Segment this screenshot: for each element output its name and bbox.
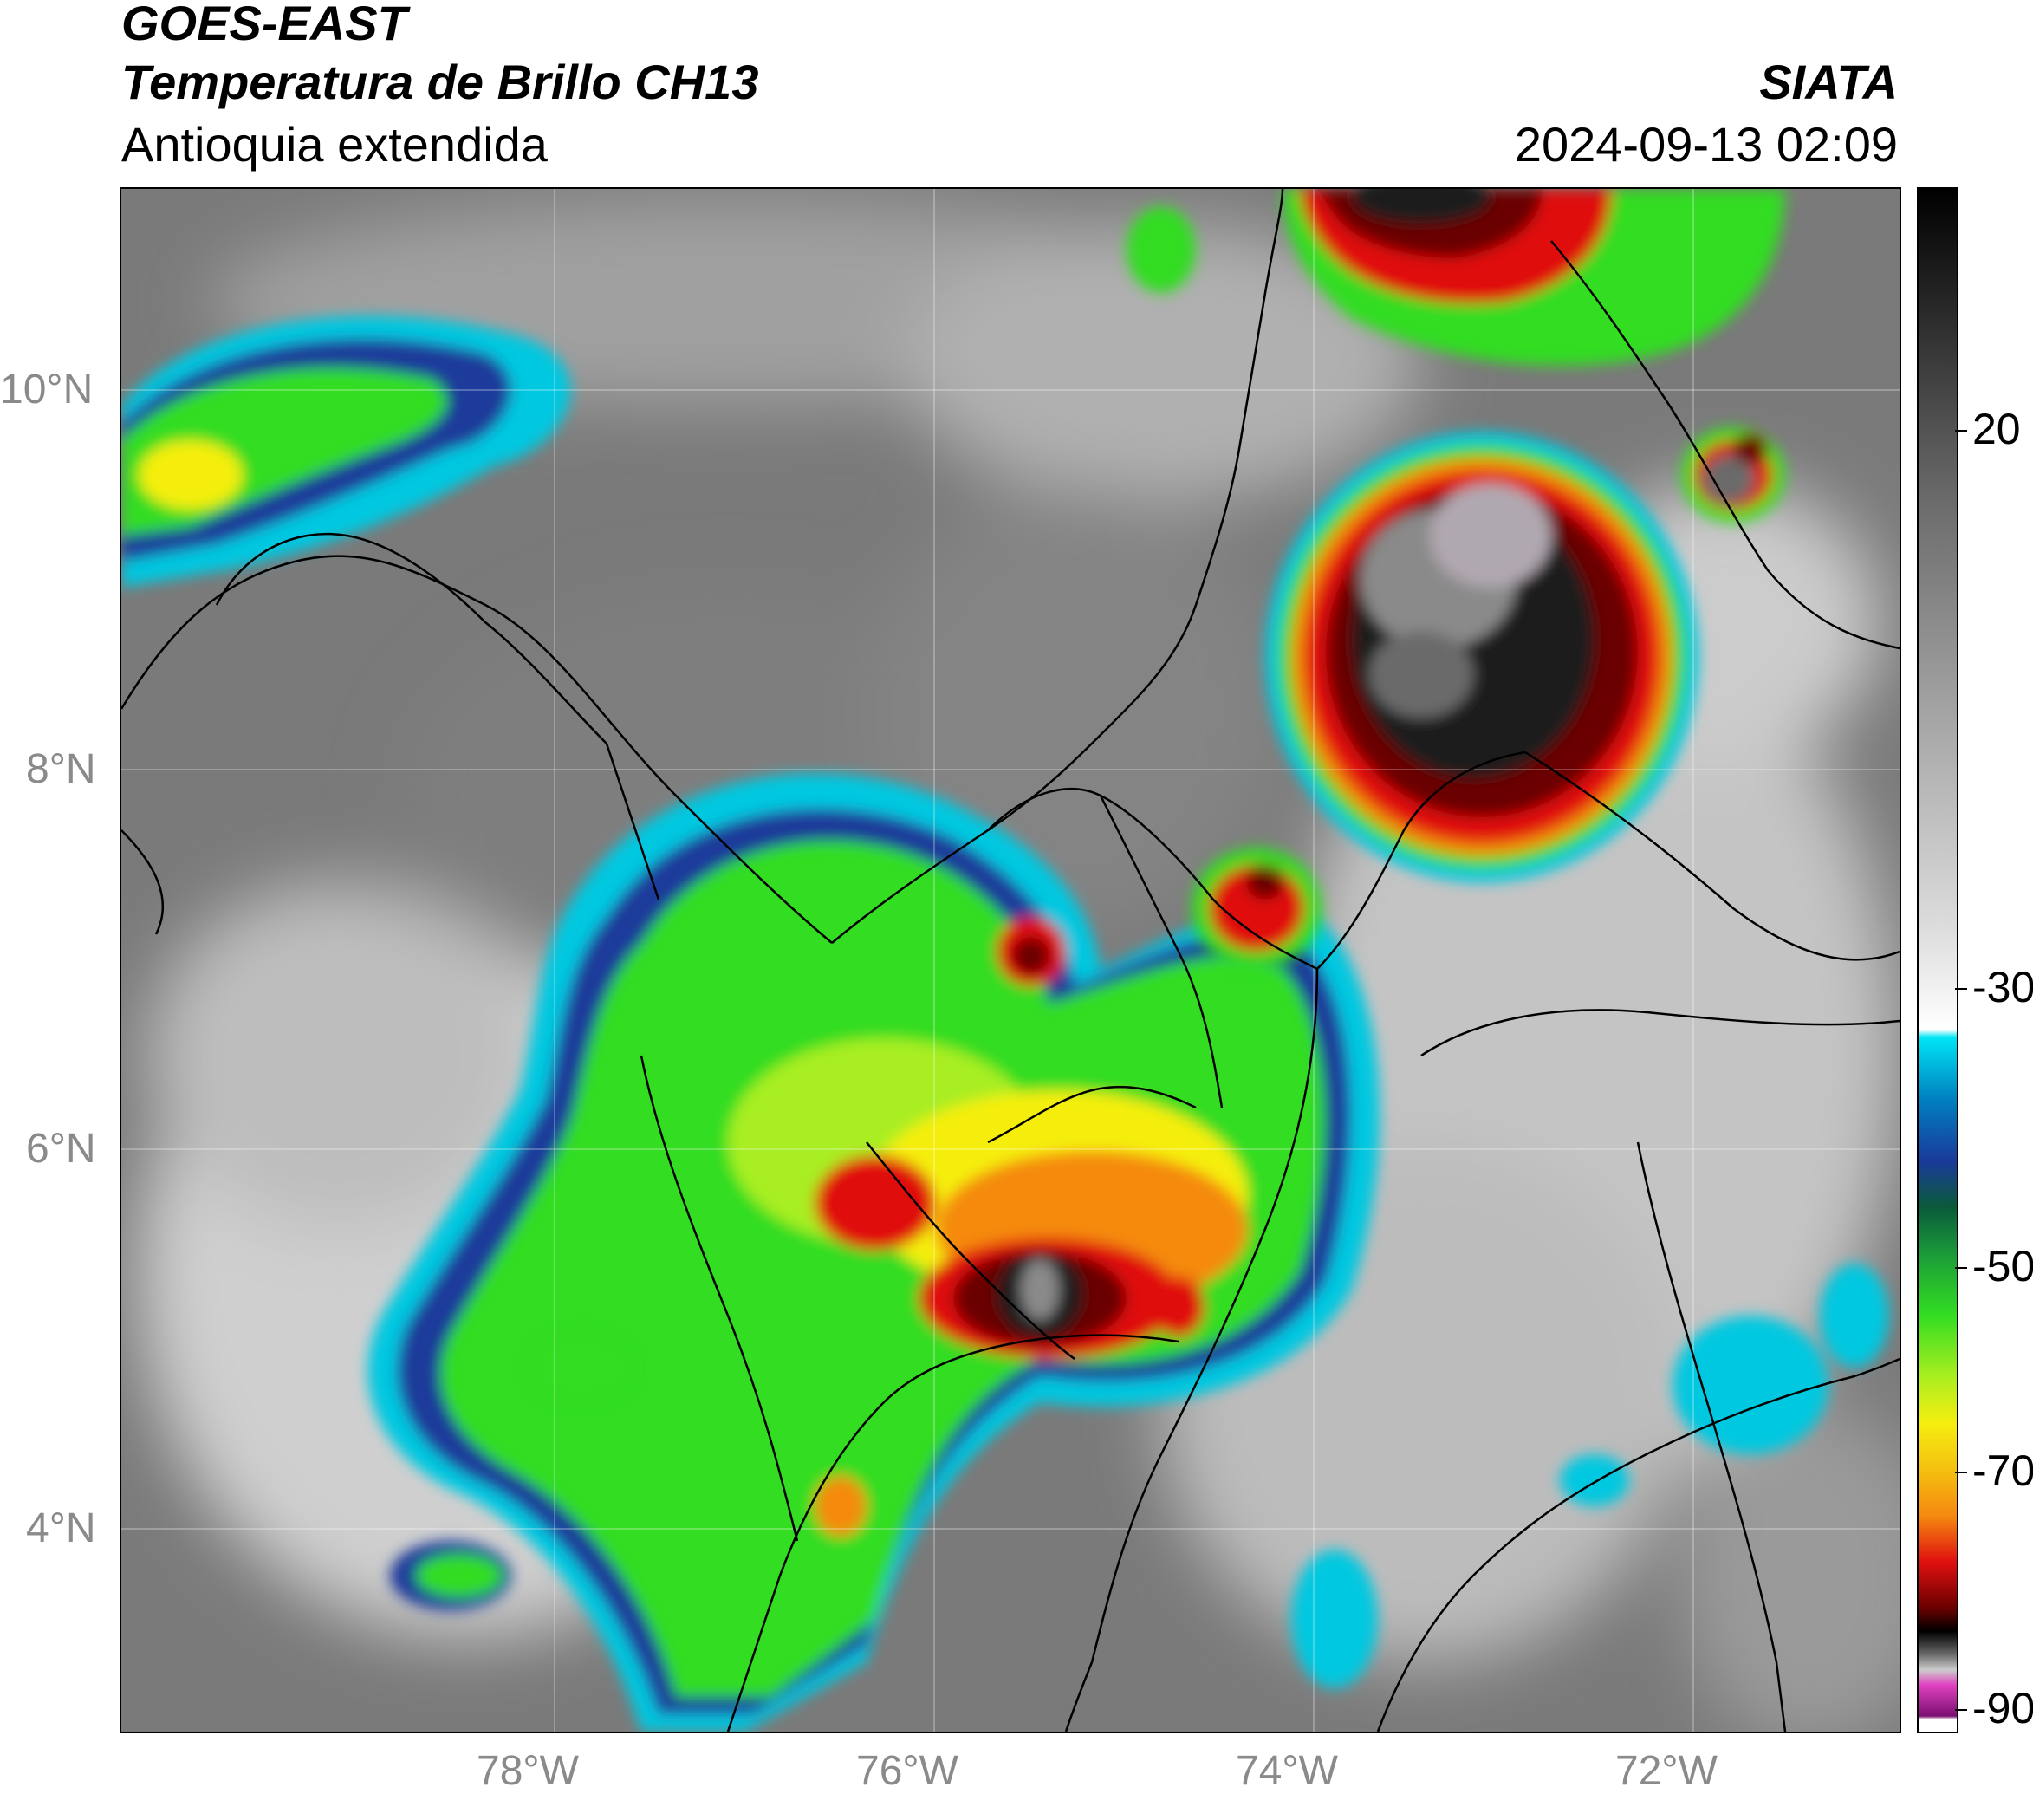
organization-label: SIATA xyxy=(1759,55,1898,109)
lon-label-76w: 76°W xyxy=(856,1748,958,1794)
lat-label-10n: 10°N xyxy=(0,367,94,413)
colorbar-tick xyxy=(1955,1709,1967,1711)
colorbar-tick xyxy=(1955,1472,1967,1473)
satellite-map xyxy=(120,187,1901,1733)
colorbar-label-minus30: -30 xyxy=(1972,963,2033,1011)
colorbar-label-minus90: -90 xyxy=(1972,1684,2033,1732)
convection-northeast-mcs xyxy=(1265,432,1698,882)
lon-label-74w: 74°W xyxy=(1236,1748,1338,1794)
convection-cell-east xyxy=(1192,848,1322,969)
temperature-colorbar xyxy=(1917,187,1958,1733)
lon-label-78w: 78°W xyxy=(477,1748,579,1794)
convection-northwest xyxy=(121,315,571,588)
lat-label-4n: 4°N xyxy=(26,1505,96,1551)
colorbar-tick xyxy=(1955,430,1967,432)
convection-central xyxy=(367,773,1380,1732)
colorbar-label-20: 20 xyxy=(1972,405,2021,453)
datetime-label: 2024-09-13 02:09 xyxy=(1514,117,1898,172)
boundaries xyxy=(121,189,1900,1732)
colorbar-tick xyxy=(1955,988,1967,990)
colorbar-label-minus50: -50 xyxy=(1972,1242,2033,1290)
gridlines xyxy=(121,189,1900,1732)
colorbar-tick xyxy=(1955,1267,1967,1269)
lon-label-72w: 72°W xyxy=(1615,1748,1718,1794)
lat-label-8n: 8°N xyxy=(26,746,96,792)
lat-label-6n: 6°N xyxy=(26,1126,96,1172)
subtitle: Antioquia extendida xyxy=(121,117,548,172)
colorbar-label-minus70: -70 xyxy=(1972,1446,2033,1495)
title-line-2: Temperatura de Brillo CH13 xyxy=(121,55,759,109)
convection-cell-far-east xyxy=(1681,427,1785,523)
title-line-1: GOES-EAST xyxy=(121,0,407,50)
map-canvas xyxy=(121,189,1900,1732)
convection-north xyxy=(1283,189,1785,367)
